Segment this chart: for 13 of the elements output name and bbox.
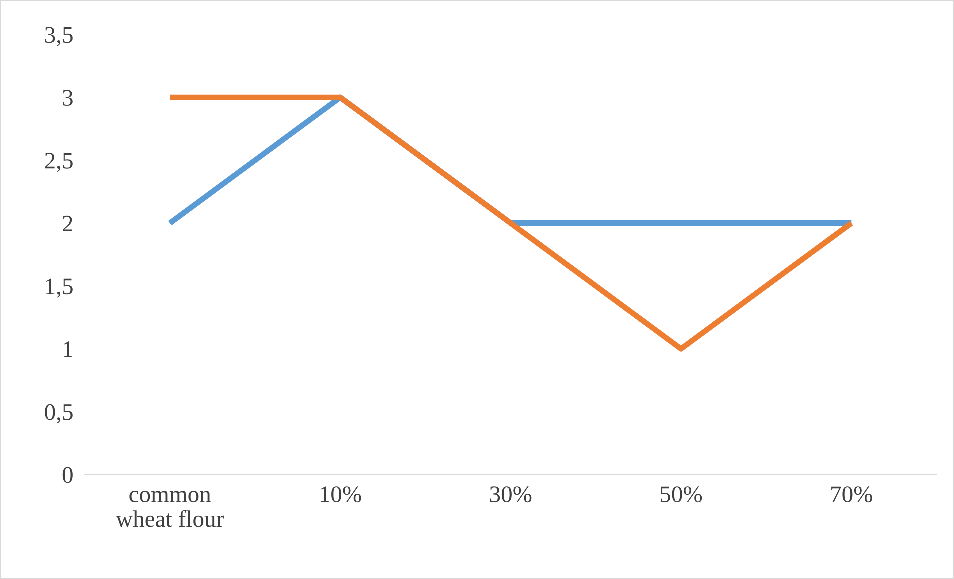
y-tick-label: 0,5 bbox=[45, 404, 73, 424]
y-tick-label: 1,5 bbox=[46, 278, 73, 298]
x-tick-label: 10% bbox=[320, 486, 362, 503]
y-tick-label: 3 bbox=[63, 90, 73, 106]
x-tick-label: 30% bbox=[490, 486, 532, 503]
x-tick-label: common wheat flour bbox=[116, 491, 224, 528]
y-tick-label: 2 bbox=[63, 216, 72, 232]
y-tick-label: 0 bbox=[62, 467, 73, 484]
y-tick-label: 2,5 bbox=[45, 153, 73, 172]
x-tick-label: 50% bbox=[660, 486, 702, 503]
y-tick-label: 3,5 bbox=[45, 27, 73, 47]
y-tick-label: 1 bbox=[64, 342, 72, 358]
x-tick-label: 70% bbox=[832, 486, 872, 503]
